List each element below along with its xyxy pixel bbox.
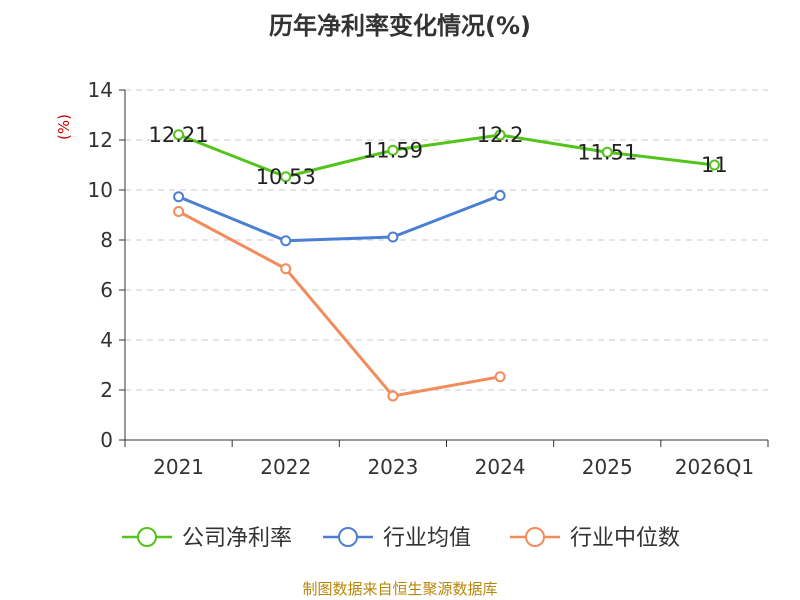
x-tick-label: 2024 [475, 455, 526, 479]
data-label: 12.21 [149, 123, 209, 147]
data-point [173, 191, 185, 203]
x-tick-label: 2026Q1 [675, 455, 754, 479]
x-tick-label: 2021 [153, 455, 204, 479]
data-point [387, 144, 399, 156]
y-tick-label: 14 [88, 78, 113, 102]
data-point [280, 263, 292, 275]
data-label: 12.2 [477, 123, 524, 147]
data-point [280, 235, 292, 247]
grid-lines [125, 89, 768, 391]
y-axis-unit: (%) [55, 114, 73, 140]
data-label: 11.51 [577, 140, 637, 164]
legend: 公司净利率 行业均值 行业中位数 [122, 526, 680, 551]
data-point [173, 206, 185, 217]
series-lines [173, 129, 720, 402]
data-point [387, 390, 399, 402]
data-point [494, 129, 506, 141]
axes: 0 2 4 6 8 10 12 14 2021 2022 2023 2024 2025 2026Q1 [88, 78, 769, 479]
y-tick-label: 10 [88, 178, 113, 202]
data-point [387, 231, 399, 243]
series-line [178, 194, 501, 243]
source-note: 制图数据来自恒生聚源数据库 [302, 580, 497, 598]
data-labels: 12.21 10.53 11.59 12.2 11.51 11 [149, 123, 728, 189]
legend-label: 行业均值 [383, 526, 471, 551]
y-tick-label: 4 [100, 328, 113, 352]
data-point [494, 190, 506, 201]
legend-marker [137, 527, 157, 547]
legend-label: 行业中位数 [570, 526, 680, 551]
y-tick-label: 12 [88, 128, 113, 152]
y-tick-label: 8 [100, 228, 113, 252]
chart-title: 历年净利率变化情况(%) [269, 12, 531, 40]
data-label: 11.59 [363, 138, 423, 162]
data-label: 10.53 [256, 165, 316, 189]
legend-label: 公司净利率 [182, 526, 292, 551]
y-tick-label: 2 [100, 378, 113, 402]
data-point [173, 129, 185, 141]
y-tick-label: 6 [100, 278, 113, 302]
y-tick-label: 0 [100, 428, 113, 452]
data-point [280, 171, 292, 183]
series-line [177, 210, 501, 398]
legend-marker [525, 527, 545, 547]
data-point [601, 146, 613, 158]
x-tick-label: 2022 [260, 455, 311, 479]
legend-marker [338, 527, 358, 547]
data-point [708, 159, 720, 171]
data-point [494, 371, 506, 383]
series-line [178, 133, 715, 179]
x-tick-label: 2023 [367, 455, 418, 479]
x-tick-label: 2025 [582, 455, 633, 479]
data-label: 11 [701, 153, 728, 177]
